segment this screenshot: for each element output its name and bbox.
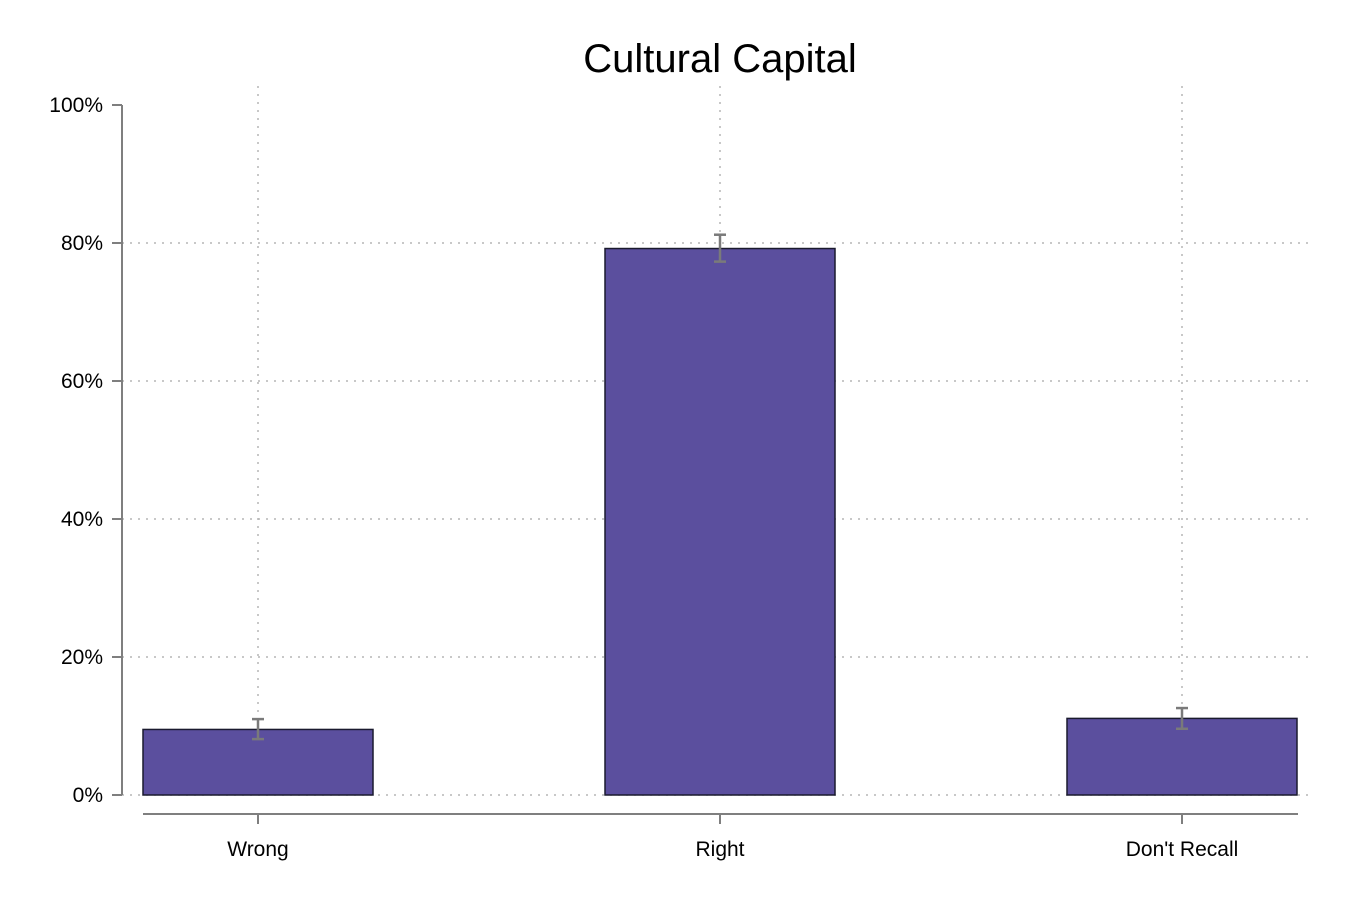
error-bar-2 bbox=[1176, 706, 1188, 731]
x-tick-label: Don't Recall bbox=[1126, 838, 1239, 861]
x-tick-label: Wrong bbox=[227, 838, 288, 861]
y-axis-ticks: 0% 20% 40% 60% 80% 100% bbox=[49, 94, 122, 807]
bar-2 bbox=[1066, 717, 1298, 796]
bar-1 bbox=[604, 247, 836, 796]
x-tick-label: Right bbox=[695, 838, 744, 861]
bars bbox=[142, 247, 1298, 796]
y-tick-label: 0% bbox=[73, 784, 103, 807]
y-tick-label: 20% bbox=[61, 646, 103, 669]
y-tick-label: 60% bbox=[61, 370, 103, 393]
bar-0 bbox=[142, 728, 374, 796]
error-bars bbox=[252, 233, 1188, 741]
y-tick-label: 40% bbox=[61, 508, 103, 531]
y-tick-label: 100% bbox=[49, 94, 103, 117]
x-axis-ticks: Wrong Right Don't Recall bbox=[227, 814, 1238, 861]
y-tick-label: 80% bbox=[61, 232, 103, 255]
error-bar-1 bbox=[714, 233, 726, 263]
chart-title: Cultural Capital bbox=[583, 37, 856, 81]
error-bar-0 bbox=[252, 717, 264, 741]
